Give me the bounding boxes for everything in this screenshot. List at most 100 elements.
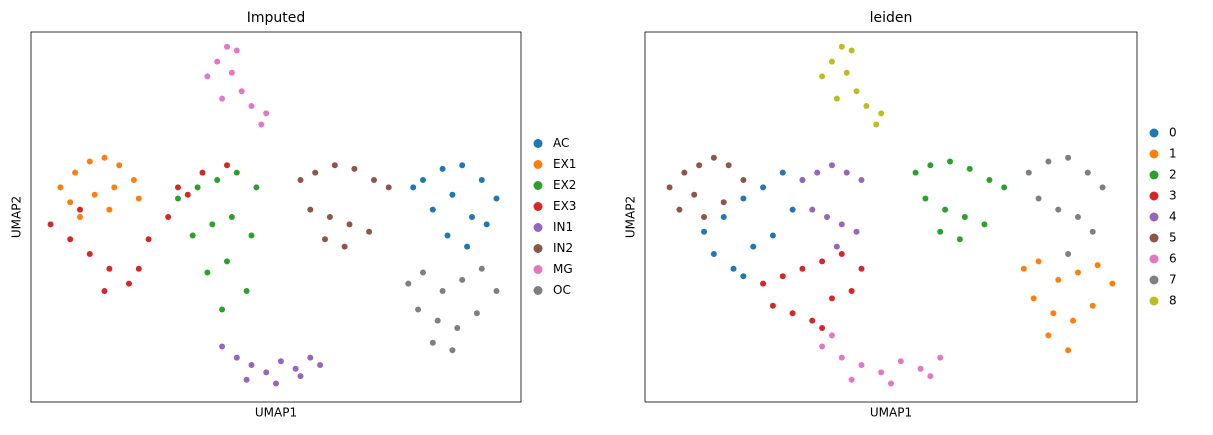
data-point — [106, 265, 113, 272]
data-point — [273, 380, 279, 387]
data-point — [111, 184, 118, 191]
data-point — [819, 258, 826, 265]
data-point — [725, 162, 732, 169]
data-point — [219, 343, 226, 350]
data-point — [1055, 276, 1062, 283]
data-point — [912, 169, 919, 176]
data-point — [135, 265, 142, 272]
data-point — [219, 95, 226, 102]
data-point — [116, 162, 123, 169]
legend-marker — [1149, 233, 1159, 243]
data-point — [730, 265, 737, 272]
data-point — [848, 47, 855, 54]
data-point — [858, 265, 865, 272]
legend-label: IN1 — [553, 220, 573, 234]
chart-title: Imputed — [247, 10, 306, 26]
legend-marker — [533, 181, 543, 190]
data-point — [101, 154, 108, 161]
data-point — [459, 162, 466, 169]
data-point — [710, 251, 717, 257]
data-point — [701, 228, 708, 235]
data-point — [233, 354, 240, 361]
data-point — [307, 206, 314, 213]
legend-label: 6 — [1169, 252, 1177, 266]
data-point — [194, 184, 201, 191]
data-point — [189, 232, 196, 239]
data-point — [91, 191, 98, 198]
data-point — [1035, 258, 1042, 265]
data-point — [986, 177, 993, 183]
data-point — [779, 169, 786, 176]
data-point — [214, 177, 221, 183]
data-point — [897, 358, 904, 365]
data-point — [824, 214, 831, 220]
data-point — [917, 365, 924, 372]
data-point — [691, 191, 698, 198]
data-point — [878, 110, 885, 117]
data-point — [1084, 169, 1091, 176]
data-point — [410, 184, 417, 191]
data-point — [701, 214, 708, 220]
data-point — [130, 177, 137, 183]
data-point — [769, 232, 776, 239]
y-axis-label: UMAP2 — [624, 196, 638, 238]
legend-label: OC — [553, 283, 571, 297]
data-point — [888, 380, 894, 387]
data-point — [1065, 251, 1072, 257]
data-point — [47, 221, 54, 228]
data-point — [947, 158, 954, 165]
legend-label: 8 — [1169, 294, 1177, 308]
data-point — [243, 376, 250, 383]
data-point — [209, 221, 216, 228]
data-point — [853, 88, 860, 95]
data-point — [956, 236, 963, 243]
data-point — [843, 69, 850, 76]
data-point — [1035, 195, 1042, 202]
data-point — [277, 358, 284, 365]
data-point — [224, 162, 230, 169]
data-point — [828, 295, 835, 302]
data-point — [253, 184, 260, 191]
data-point — [740, 195, 747, 202]
data-point — [478, 265, 485, 272]
data-point — [57, 184, 64, 191]
data-point — [1045, 332, 1052, 339]
legend-marker — [533, 265, 543, 274]
data-point — [720, 214, 727, 220]
data-point — [248, 103, 255, 109]
data-point — [351, 165, 358, 172]
data-point — [493, 195, 500, 202]
data-point — [165, 214, 172, 220]
data-point — [1074, 269, 1081, 276]
data-point — [1065, 347, 1072, 354]
data-point — [848, 376, 855, 383]
legend-marker — [1149, 128, 1159, 138]
legend-marker — [533, 286, 543, 295]
data-point — [135, 195, 142, 202]
data-point — [292, 365, 299, 372]
legend-label: EX3 — [553, 199, 576, 213]
data-point — [1025, 169, 1032, 176]
data-point — [819, 73, 826, 80]
data-point — [238, 88, 245, 95]
data-point — [769, 302, 776, 309]
data-point — [1001, 184, 1008, 191]
plot-frame — [644, 31, 1138, 403]
legend-marker — [533, 244, 543, 253]
x-axis-label: UMAP1 — [870, 406, 912, 420]
legend-marker — [1149, 191, 1159, 201]
x-axis-label: UMAP1 — [255, 406, 297, 420]
data-point — [67, 236, 74, 243]
legend-label: 0 — [1169, 126, 1177, 140]
data-point — [184, 191, 191, 198]
data-point — [853, 228, 860, 235]
data-point — [224, 258, 230, 265]
data-point — [341, 243, 348, 250]
data-point — [312, 169, 319, 176]
data-point — [464, 243, 471, 250]
data-point — [828, 162, 835, 169]
data-point — [307, 354, 314, 361]
data-point — [86, 251, 93, 257]
data-point — [789, 310, 796, 317]
data-point — [101, 288, 108, 294]
